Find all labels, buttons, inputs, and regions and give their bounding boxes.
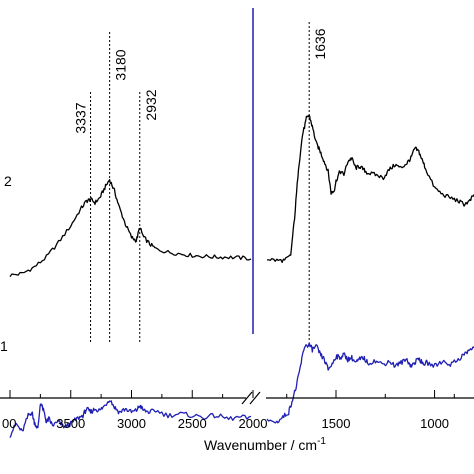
x-tick-label: 1000 <box>420 416 449 431</box>
curve-label-1: 1 <box>0 338 8 354</box>
series-line-1 <box>9 342 474 438</box>
labels-layer: 3337 3180 2932 1636 2 1 <box>0 28 328 354</box>
x-tick-label: 2000 <box>239 416 268 431</box>
peak-label-2932: 2932 <box>143 89 159 120</box>
x-tick-label: 2500 <box>178 416 207 431</box>
x-axis-title: Wavenumber / cm-1 <box>204 436 326 453</box>
x-tick-label: 3000 <box>117 416 146 431</box>
peak-label-3180: 3180 <box>113 49 129 80</box>
x-axis: 00 3500 3000 2500 2000 1500 1000 Wavenumber / c… <box>0 390 474 453</box>
axis-break-mark <box>241 391 253 405</box>
x-tick-label: 1500 <box>322 416 351 431</box>
peak-label-1636: 1636 <box>312 28 328 59</box>
series-line-2 <box>9 114 474 277</box>
x-tick-label: 3500 <box>56 416 85 431</box>
axis-break-mark <box>249 391 261 405</box>
x-tick-label: 00 <box>2 416 16 431</box>
series-layer <box>9 8 474 438</box>
peak-marker-lines <box>90 22 310 342</box>
curve-label-2: 2 <box>4 173 12 189</box>
peak-label-3337: 3337 <box>73 102 89 133</box>
